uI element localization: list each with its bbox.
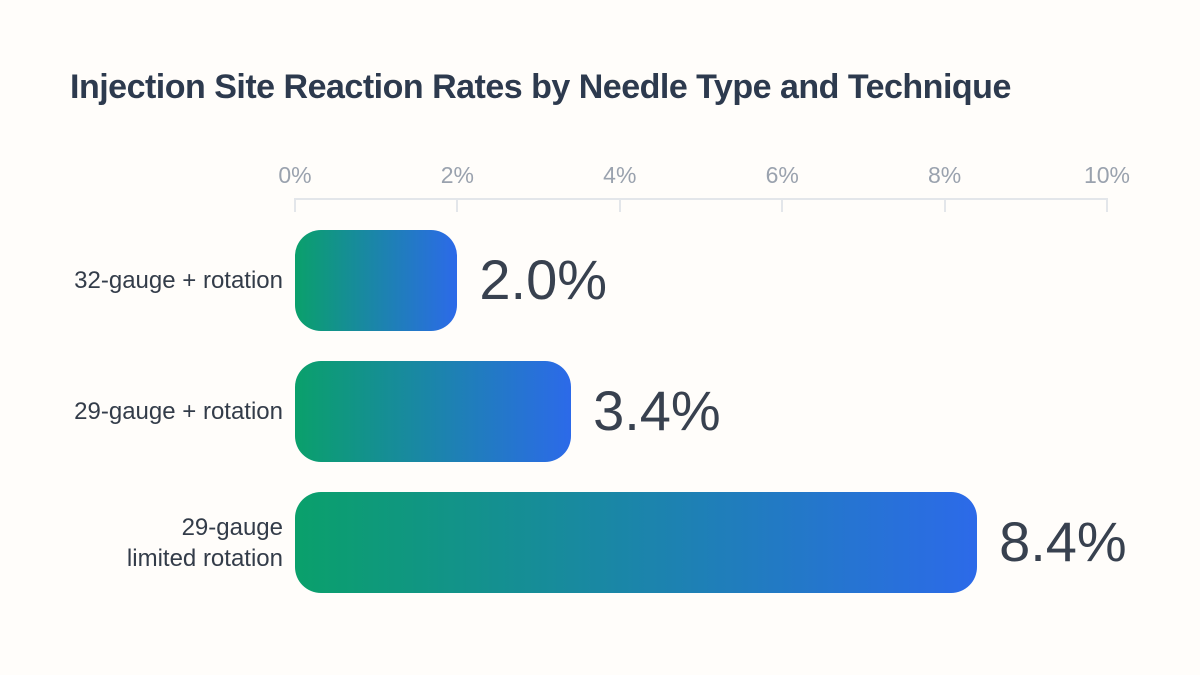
x-axis-tick-mark [618, 198, 621, 212]
x-axis-tick-mark [781, 198, 784, 212]
x-axis-tick-label: 4% [603, 162, 637, 188]
x-axis-tick-mark [943, 198, 946, 212]
bar [295, 492, 978, 593]
value-label: 3.4% [593, 378, 721, 442]
x-axis-tick-mark [294, 198, 296, 212]
category-label: 32-gauge + rotation [74, 267, 283, 294]
x-axis-tick-label: 2% [440, 162, 475, 188]
x-axis-tick-label: 8% [927, 162, 962, 188]
category-label: 29-gauge limited rotation [126, 513, 283, 572]
bar [295, 230, 458, 331]
x-axis-line [295, 198, 1107, 200]
bar-row: 29-gauge + rotation 3.4% [0, 361, 1200, 462]
value-label: 8.4% [999, 509, 1127, 573]
x-axis-tick-label: 10% [1083, 162, 1131, 188]
bar [295, 361, 572, 462]
x-axis-tick-label: 0% [278, 162, 312, 188]
bar-row: 32-gauge + rotation 2.0% [0, 230, 1200, 331]
x-axis-tick-mark [1106, 198, 1108, 212]
category-label: 29-gauge + rotation [74, 398, 283, 425]
bar-row: 29-gauge limited rotation 8.4% [0, 492, 1200, 593]
chart-title: Injection Site Reaction Rates by Needle … [70, 68, 1011, 106]
x-axis-tick-mark [456, 198, 459, 212]
x-axis-tick-label: 6% [765, 162, 799, 188]
value-label: 2.0% [479, 247, 608, 311]
